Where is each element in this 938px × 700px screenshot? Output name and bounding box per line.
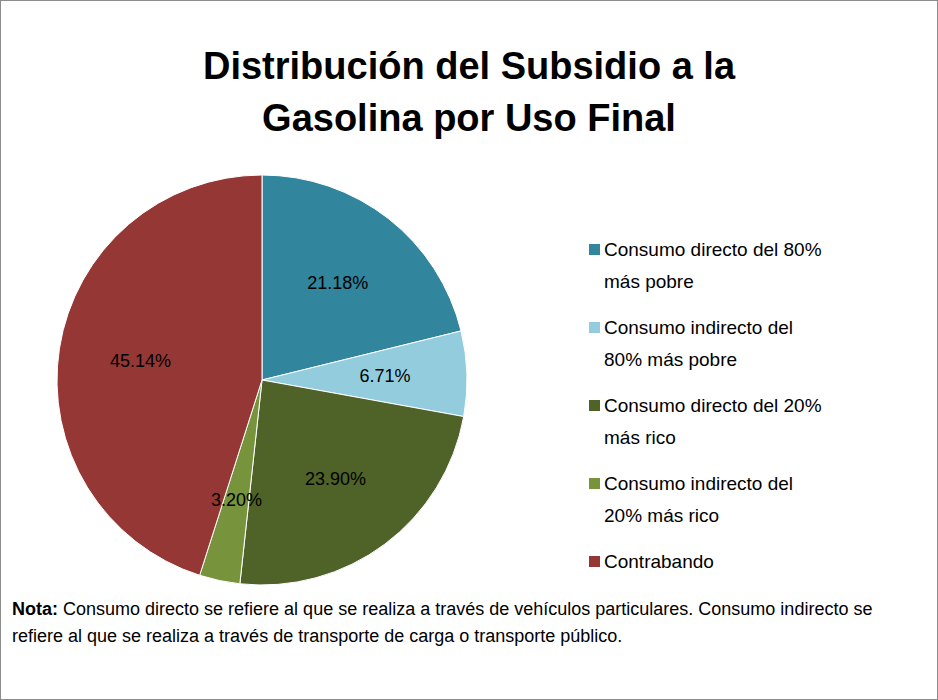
legend-swatch <box>589 556 600 567</box>
legend-swatch <box>589 244 600 255</box>
note-label: Nota: <box>12 599 58 619</box>
data-label: 45.14% <box>110 351 171 371</box>
legend-label: Consumo indirecto del 20% más rico <box>604 468 829 532</box>
pie-slices <box>57 175 467 585</box>
legend <box>589 244 600 567</box>
legend-swatch <box>589 400 600 411</box>
data-label: 3.20% <box>211 490 262 510</box>
legend-label: Consumo directo del 80% más pobre <box>604 234 829 298</box>
legend-label: Consumo directo del 20% más rico <box>604 390 829 454</box>
chart-area: Distribución del Subsidio a la Gasolina … <box>0 0 938 700</box>
legend-swatch <box>589 478 600 489</box>
data-label: 23.90% <box>305 469 366 489</box>
data-labels: 21.18% 6.71% 23.90% 3.20% 45.14% <box>110 273 411 510</box>
data-label: 6.71% <box>359 366 410 386</box>
legend-label: Contrabando <box>604 546 829 578</box>
chart-svg: 21.18% 6.71% 23.90% 3.20% 45.14% <box>0 0 938 700</box>
pie-slice <box>240 380 464 585</box>
chart-title: Distribución del Subsidio a la Gasolina … <box>179 40 759 144</box>
data-label: 21.18% <box>307 273 368 293</box>
pie-slice <box>57 175 262 575</box>
note-text: Consumo directo se refiere al que se rea… <box>12 599 872 646</box>
legend-swatch <box>589 322 600 333</box>
legend-label: Consumo indirecto del 80% más pobre <box>604 312 829 376</box>
note: Nota: Consumo directo se refiere al que … <box>12 596 902 650</box>
